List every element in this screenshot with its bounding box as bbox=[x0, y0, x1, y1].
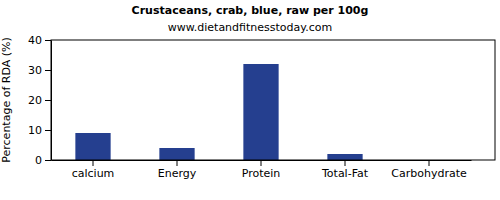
y-tick-mark bbox=[45, 160, 51, 161]
bar bbox=[243, 64, 278, 160]
x-tick: Total-Fat bbox=[321, 160, 369, 180]
x-tick-mark bbox=[261, 160, 262, 166]
y-tick-mark bbox=[45, 70, 51, 71]
y-tick: 0 bbox=[35, 154, 51, 167]
bar bbox=[327, 154, 362, 160]
y-tick-label: 40 bbox=[28, 34, 42, 47]
chart: 0 10 20 30 40 calcium Energy Protein Total-Fat Ca… bbox=[0, 0, 500, 200]
y-tick: 10 bbox=[28, 124, 51, 137]
x-tick-mark bbox=[429, 160, 430, 166]
bar bbox=[159, 148, 194, 160]
x-tick-label: Energy bbox=[158, 167, 197, 180]
x-axis: calcium Energy Protein Total-Fat Carbohydrat… bbox=[52, 160, 472, 180]
x-tick: Protein bbox=[242, 160, 281, 180]
x-tick-label: Protein bbox=[242, 167, 281, 180]
y-tick-mark bbox=[45, 130, 51, 131]
y-tick: 40 bbox=[28, 34, 51, 47]
y-tick-mark bbox=[45, 100, 51, 101]
y-tick-label: 10 bbox=[28, 124, 42, 137]
y-axis-line bbox=[51, 41, 52, 161]
y-tick-label: 30 bbox=[28, 64, 42, 77]
bars bbox=[75, 64, 362, 160]
plot-frame bbox=[51, 40, 495, 160]
y-tick: 20 bbox=[28, 94, 51, 107]
y-tick-label: 20 bbox=[28, 94, 42, 107]
subtitle: www.dietandfitnesstoday.com bbox=[168, 21, 332, 34]
x-tick-label: Total-Fat bbox=[321, 167, 369, 180]
x-tick: calcium bbox=[72, 160, 115, 180]
x-tick-mark bbox=[177, 160, 178, 166]
y-axis: 0 10 20 30 40 bbox=[28, 34, 52, 167]
bar bbox=[75, 133, 110, 160]
y-tick-mark bbox=[45, 40, 51, 41]
x-tick-label: Carbohydrate bbox=[391, 167, 467, 180]
title: Crustaceans, crab, blue, raw per 100g bbox=[132, 4, 369, 17]
x-tick-mark bbox=[345, 160, 346, 166]
x-tick: Energy bbox=[158, 160, 197, 180]
y-tick: 30 bbox=[28, 64, 51, 77]
x-tick-mark bbox=[93, 160, 94, 166]
y-axis-title: Percentage of RDA (%) bbox=[0, 37, 13, 162]
x-tick: Carbohydrate bbox=[391, 160, 467, 180]
y-tick-label: 0 bbox=[35, 154, 42, 167]
x-tick-label: calcium bbox=[72, 167, 115, 180]
background bbox=[0, 0, 500, 200]
